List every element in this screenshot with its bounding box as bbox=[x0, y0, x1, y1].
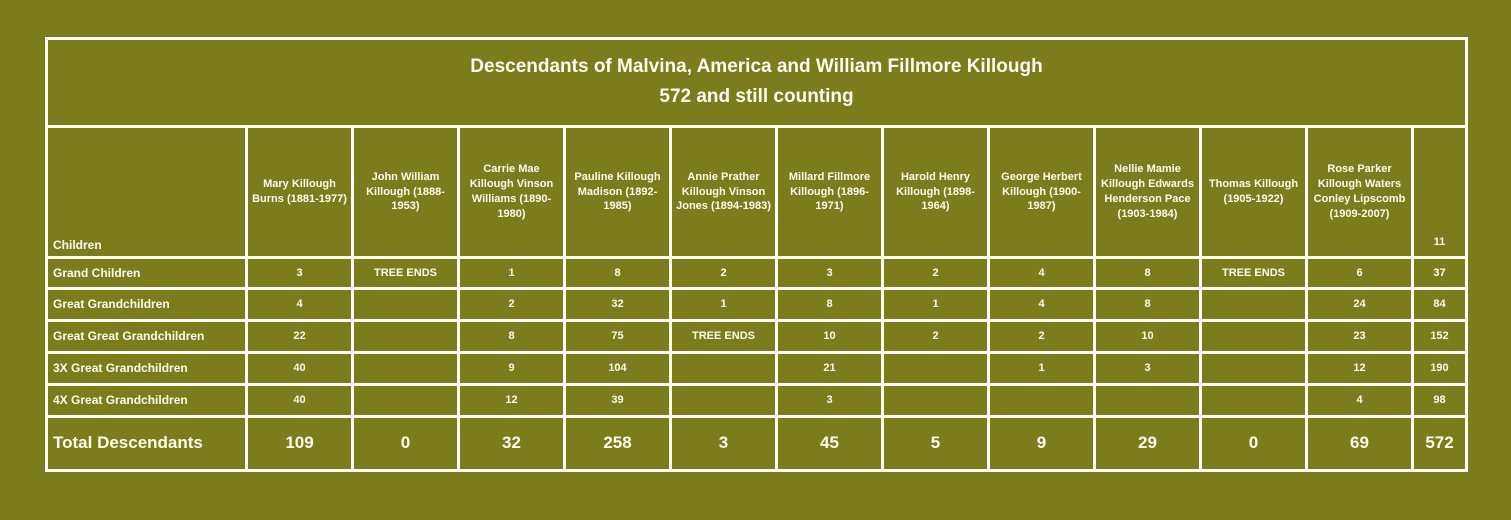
cell: 2 bbox=[884, 259, 987, 287]
cell: 1 bbox=[990, 354, 1093, 383]
row-label-great-great-grandchildren: Great Great Grandchildren bbox=[48, 322, 245, 351]
cell: 8 bbox=[566, 259, 669, 287]
cell: 3 bbox=[778, 259, 881, 287]
column-header-pauline: Pauline Killough Madison (1892-1985) bbox=[566, 128, 669, 256]
cell: 2 bbox=[990, 322, 1093, 351]
cell bbox=[354, 354, 457, 383]
cell: 2 bbox=[672, 259, 775, 287]
row-label-great-grandchildren: Great Grandchildren bbox=[48, 290, 245, 319]
cell: 1 bbox=[884, 290, 987, 319]
cell: 21 bbox=[778, 354, 881, 383]
cell: 12 bbox=[460, 386, 563, 415]
cell bbox=[884, 354, 987, 383]
row-total: 37 bbox=[1414, 259, 1465, 287]
cell: 39 bbox=[566, 386, 669, 415]
cell: 8 bbox=[460, 322, 563, 351]
total-cell: 0 bbox=[1202, 418, 1305, 469]
column-header-nellie: Nellie Mamie Killough Edwards Henderson … bbox=[1096, 128, 1199, 256]
total-row-label: Total Descendants bbox=[48, 418, 245, 469]
row-label-grand-children: Grand Children bbox=[48, 259, 245, 287]
cell: 12 bbox=[1308, 354, 1411, 383]
cell: 3 bbox=[1096, 354, 1199, 383]
cell: 8 bbox=[1096, 290, 1199, 319]
cell: 6 bbox=[1308, 259, 1411, 287]
cell: 22 bbox=[248, 322, 351, 351]
column-header-carrie: Carrie Mae Killough Vinson Williams (189… bbox=[460, 128, 563, 256]
cell bbox=[1202, 354, 1305, 383]
row-label-3x-great-grandchildren: 3X Great Grandchildren bbox=[48, 354, 245, 383]
cell bbox=[1202, 290, 1305, 319]
column-header-george: George Herbert Killough (1900-1987) bbox=[990, 128, 1093, 256]
row-total: 190 bbox=[1414, 354, 1465, 383]
table-grid: Children Mary Killough Burns (1881-1977)… bbox=[48, 128, 1465, 469]
cell: 104 bbox=[566, 354, 669, 383]
total-cell: 69 bbox=[1308, 418, 1411, 469]
row-total: 98 bbox=[1414, 386, 1465, 415]
cell: 40 bbox=[248, 354, 351, 383]
cell bbox=[354, 322, 457, 351]
cell bbox=[1202, 322, 1305, 351]
cell: 1 bbox=[672, 290, 775, 319]
cell: 40 bbox=[248, 386, 351, 415]
total-cell: 9 bbox=[990, 418, 1093, 469]
row-total: 84 bbox=[1414, 290, 1465, 319]
title-line1: Descendants of Malvina, America and Will… bbox=[470, 56, 1043, 78]
cell: TREE ENDS bbox=[672, 322, 775, 351]
cell: 2 bbox=[884, 322, 987, 351]
cell: 4 bbox=[990, 290, 1093, 319]
cell bbox=[990, 386, 1093, 415]
children-row-total: 11 bbox=[1414, 128, 1465, 256]
row-label-4x-great-grandchildren: 4X Great Grandchildren bbox=[48, 386, 245, 415]
cell: 4 bbox=[990, 259, 1093, 287]
cell: 8 bbox=[778, 290, 881, 319]
column-header-thomas: Thomas Killough (1905-1922) bbox=[1202, 128, 1305, 256]
title-line2: 572 and still counting bbox=[659, 86, 854, 107]
column-header-harold: Harold Henry Killough (1898-1964) bbox=[884, 128, 987, 256]
cell bbox=[354, 290, 457, 319]
cell: 75 bbox=[566, 322, 669, 351]
total-cell: 29 bbox=[1096, 418, 1199, 469]
total-cell: 5 bbox=[884, 418, 987, 469]
total-cell: 45 bbox=[778, 418, 881, 469]
row-total: 152 bbox=[1414, 322, 1465, 351]
total-cell: 32 bbox=[460, 418, 563, 469]
cell bbox=[672, 354, 775, 383]
total-cell: 258 bbox=[566, 418, 669, 469]
descendants-table: Descendants of Malvina, America and Will… bbox=[45, 37, 1468, 472]
cell: 8 bbox=[1096, 259, 1199, 287]
cell: 3 bbox=[248, 259, 351, 287]
cell: 23 bbox=[1308, 322, 1411, 351]
column-header-rose: Rose Parker Killough Waters Conley Lipsc… bbox=[1308, 128, 1411, 256]
column-header-mary: Mary Killough Burns (1881-1977) bbox=[248, 128, 351, 256]
cell bbox=[672, 386, 775, 415]
cell: 3 bbox=[778, 386, 881, 415]
total-cell: 3 bbox=[672, 418, 775, 469]
cell: TREE ENDS bbox=[1202, 259, 1305, 287]
total-cell: 109 bbox=[248, 418, 351, 469]
cell: 10 bbox=[1096, 322, 1199, 351]
cell: 4 bbox=[248, 290, 351, 319]
cell: TREE ENDS bbox=[354, 259, 457, 287]
column-header-millard: Millard Fillmore Killough (1896-1971) bbox=[778, 128, 881, 256]
grand-total: 572 bbox=[1414, 418, 1465, 469]
row-header-children: Children bbox=[48, 128, 245, 256]
cell: 2 bbox=[460, 290, 563, 319]
cell: 4 bbox=[1308, 386, 1411, 415]
cell: 9 bbox=[460, 354, 563, 383]
cell: 1 bbox=[460, 259, 563, 287]
table-title: Descendants of Malvina, America and Will… bbox=[48, 40, 1465, 128]
cell bbox=[354, 386, 457, 415]
cell: 32 bbox=[566, 290, 669, 319]
cell: 24 bbox=[1308, 290, 1411, 319]
column-header-annie: Annie Prather Killough Vinson Jones (189… bbox=[672, 128, 775, 256]
cell bbox=[1202, 386, 1305, 415]
cell bbox=[1096, 386, 1199, 415]
column-header-john: John William Killough (1888-1953) bbox=[354, 128, 457, 256]
total-cell: 0 bbox=[354, 418, 457, 469]
cell bbox=[884, 386, 987, 415]
cell: 10 bbox=[778, 322, 881, 351]
